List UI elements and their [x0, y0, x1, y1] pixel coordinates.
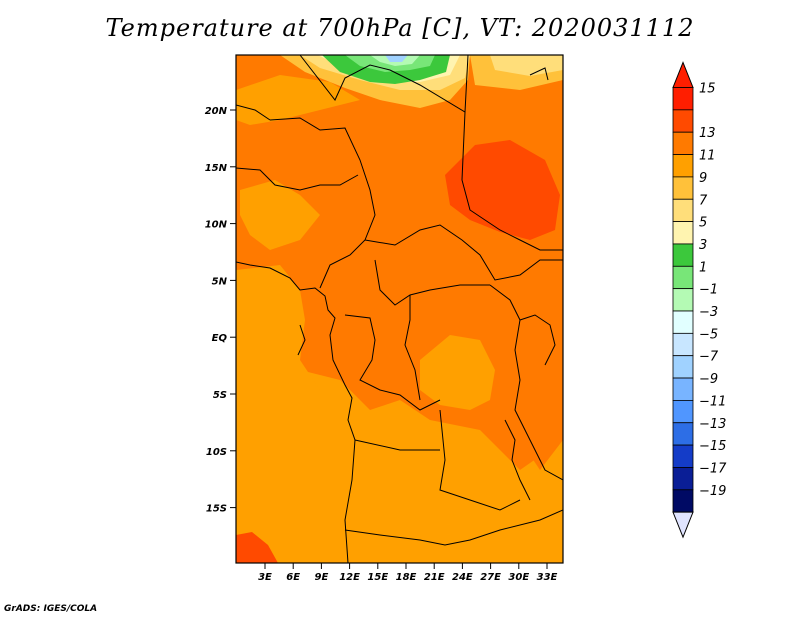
y-tick-label: 5N: [212, 276, 228, 287]
colorbar-swatch: [672, 310, 694, 334]
colorbar-label: −5: [699, 327, 718, 342]
x-tick-label: 27E: [480, 572, 501, 583]
colorbar-label: 3: [699, 238, 707, 253]
colorbar-label: −19: [699, 484, 726, 499]
colorbar-label: −11: [699, 394, 726, 409]
plot-frame: [235, 54, 564, 564]
y-tick-label: 10S: [206, 447, 227, 458]
colorbar-top-triangle: [672, 61, 694, 88]
grads-credit: GrADS: IGES/COLA: [4, 604, 98, 614]
colorbar-label: 13: [699, 126, 716, 141]
colorbar-label: 9: [699, 171, 707, 186]
colorbar-swatch: [672, 444, 694, 468]
colorbar-swatch: [672, 87, 694, 111]
colorbar-swatch: [672, 332, 694, 357]
y-axis: 20N 15N 10N 5N EQ 5S 10S 15S: [205, 106, 236, 515]
colorbar-label: 15: [699, 82, 716, 97]
colorbar-swatch: [672, 265, 694, 290]
colorbar: 15 13 11 9 7 5 3 1 −1 −3 −5 −7 −9 −11 −13 −15 −17 −19: [672, 61, 727, 539]
colorbar-swatch: [672, 154, 694, 178]
y-tick-label: 15S: [206, 504, 227, 515]
temperature-field: [236, 55, 563, 563]
colorbar-label: −13: [699, 417, 726, 432]
colorbar-swatch: [672, 109, 694, 133]
x-tick-label: 9E: [315, 572, 329, 583]
colorbar-label: 5: [699, 216, 707, 231]
y-tick-label: 20N: [205, 106, 228, 117]
x-tick-label: 15E: [367, 572, 388, 583]
y-tick-label: EQ: [212, 333, 228, 344]
colorbar-label: −1: [699, 283, 718, 298]
colorbar-swatch: [672, 467, 694, 491]
colorbar-label: −9: [699, 372, 718, 387]
x-tick-label: 21E: [424, 572, 445, 583]
x-tick-label: 24E: [452, 572, 473, 583]
x-tick-label: 12E: [339, 572, 360, 583]
x-tick-label: 33E: [537, 572, 558, 583]
x-tick-label: 6E: [286, 572, 300, 583]
x-tick-label: 18E: [396, 572, 417, 583]
colorbar-swatch: [672, 422, 694, 446]
colorbar-swatch: [672, 355, 694, 379]
colorbar-label: 11: [699, 149, 716, 164]
colorbar-swatch: [672, 243, 694, 267]
colorbar-label: −15: [699, 439, 726, 454]
colorbar-bottom-triangle: [672, 511, 694, 539]
colorbar-swatch: [672, 176, 694, 200]
x-axis: 3E 6E 9E 12E 15E 18E 21E 24E 27E 30E 33E: [258, 563, 558, 583]
colorbar-swatch: [672, 489, 694, 513]
colorbar-swatch: [672, 131, 694, 155]
map-title: Temperature at 700hPa [C], VT: 202003111…: [105, 14, 695, 42]
colorbar-swatch: [672, 377, 694, 401]
country-borders: [236, 55, 563, 563]
colorbar-swatch: [672, 399, 694, 424]
x-tick-label: 3E: [258, 572, 272, 583]
colorbar-swatch: [672, 288, 694, 312]
colorbar-label: −7: [699, 350, 719, 365]
y-tick-label: 10N: [205, 220, 228, 231]
colorbar-label: −17: [699, 461, 727, 476]
y-tick-label: 5S: [213, 390, 227, 401]
colorbar-label: −3: [699, 305, 718, 320]
colorbar-swatch: [672, 221, 694, 245]
colorbar-swatch: [672, 198, 694, 223]
x-tick-label: 30E: [508, 572, 529, 583]
colorbar-label: 7: [699, 193, 708, 208]
colorbar-label: 1: [699, 260, 707, 275]
y-tick-label: 15N: [205, 163, 228, 174]
